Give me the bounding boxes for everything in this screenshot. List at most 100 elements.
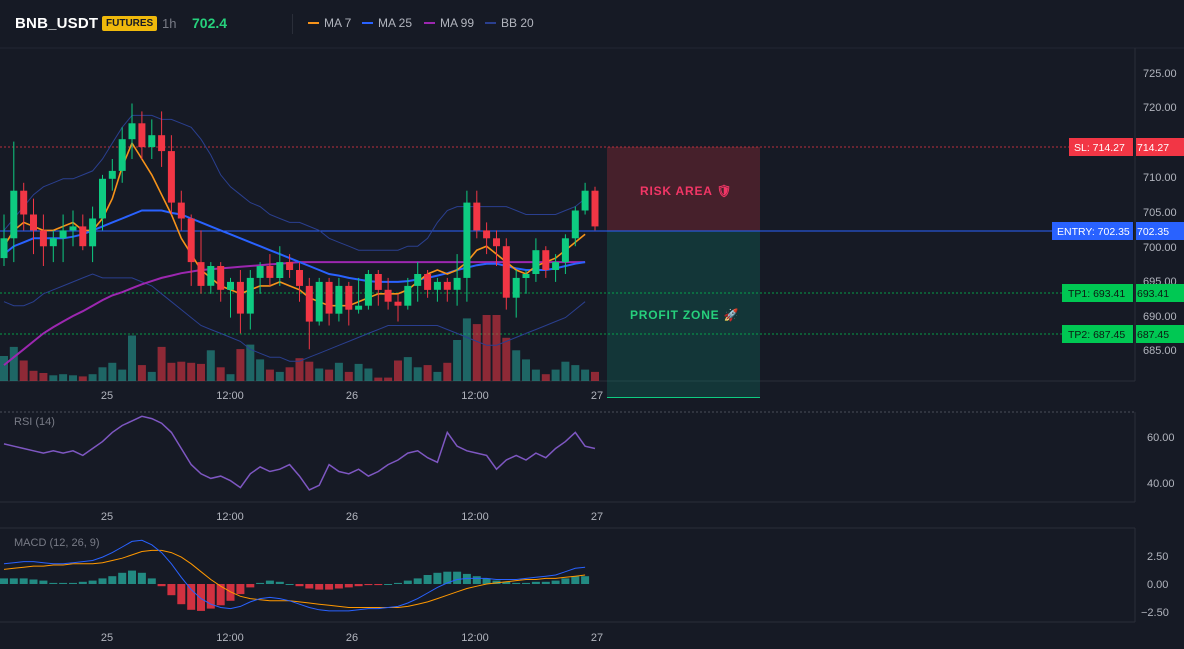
time-tick: 27 — [591, 390, 603, 402]
symbol-title[interactable]: BNB_USDT — [15, 15, 99, 32]
macd-histogram-bar — [9, 578, 18, 584]
macd-histogram-bar — [128, 570, 136, 584]
macd-histogram-bar — [374, 584, 383, 586]
macd-title[interactable]: MACD (12, 26, 9) — [14, 537, 100, 549]
legend-ma7-label: MA 7 — [324, 16, 352, 30]
volume-bar — [315, 368, 324, 381]
rsi-path — [3, 415, 596, 491]
volume-bar — [571, 365, 580, 381]
macd-tick: 2.50 — [1147, 551, 1168, 563]
candle-body — [463, 202, 471, 278]
volume-bar — [187, 362, 196, 381]
candle-body — [414, 274, 422, 286]
volume-bar — [472, 324, 481, 381]
macd-histogram-bar — [285, 584, 294, 585]
legend-ma25[interactable]: MA 25 — [362, 16, 412, 30]
sl-badge[interactable] — [1069, 138, 1133, 156]
volume-bar — [423, 365, 432, 381]
legend-bb20-swatch — [485, 22, 496, 24]
volume-bar — [462, 318, 471, 381]
time-tick: 12:00 — [461, 511, 489, 523]
macd-histogram-bar — [364, 584, 373, 586]
candle-body — [512, 277, 520, 298]
candle-body — [443, 281, 451, 290]
time-tick: 12:00 — [461, 390, 489, 402]
sl-price-badge — [1136, 138, 1184, 156]
volume-bar — [364, 368, 373, 381]
volume-bar — [98, 367, 107, 381]
time-tick: 25 — [101, 632, 113, 644]
volume-bar — [492, 315, 501, 381]
macd-histogram-bar — [236, 584, 245, 595]
legend-bb20[interactable]: BB 20 — [485, 16, 534, 30]
macd-histogram-bar — [265, 580, 274, 584]
bb-upper-line — [3, 114, 586, 251]
candle-body — [187, 218, 195, 263]
candle-body — [89, 218, 97, 247]
volume-bar — [344, 371, 353, 381]
volume-bar — [69, 375, 77, 381]
macd-histogram-bar — [502, 581, 511, 584]
macd-tick: 0.00 — [1147, 579, 1168, 591]
legend-ma99-label: MA 99 — [440, 16, 475, 30]
candle-body — [404, 285, 412, 306]
macd-histogram-bar — [78, 581, 87, 584]
candle-body — [384, 289, 392, 302]
macd-histogram-bar — [581, 576, 590, 584]
legend-ma99[interactable]: MA 99 — [424, 16, 474, 30]
risk-area-zone[interactable] — [607, 147, 760, 231]
entry-badge[interactable] — [1052, 222, 1133, 240]
volume-bar — [384, 377, 393, 381]
macd-histogram-bar — [462, 573, 471, 584]
volume-bar — [49, 375, 58, 381]
candle-body — [493, 238, 500, 247]
volume-bar — [541, 374, 550, 381]
candle-body — [236, 281, 244, 314]
candle-body — [108, 170, 116, 179]
macd-histogram-bar — [561, 578, 570, 584]
legend-bb20-label: BB 20 — [501, 16, 534, 30]
candle-body — [20, 190, 28, 215]
macd-histogram-bar — [403, 580, 412, 584]
candle-body — [591, 190, 599, 227]
macd-histogram-bar — [246, 584, 255, 588]
price-tick: 705.00 — [1143, 207, 1177, 219]
candlesticks[interactable] — [0, 103, 599, 350]
candle-body — [296, 270, 303, 286]
tp2-badge-label: TP2: 687.45 — [1068, 329, 1125, 341]
candle-body — [217, 266, 225, 290]
macd-histogram-bar — [69, 582, 77, 584]
volume-bar — [226, 374, 235, 381]
price-tick: 725.00 — [1143, 68, 1177, 80]
profit-zone[interactable] — [607, 231, 760, 398]
candle-body — [345, 285, 353, 310]
time-tick: 12:00 — [216, 390, 244, 402]
time-tick: 12:00 — [461, 632, 489, 644]
ma25-line — [3, 209, 586, 283]
macd-histogram-bar — [226, 584, 235, 601]
macd-histogram-bar — [137, 572, 146, 584]
tp2-badge[interactable] — [1062, 325, 1133, 343]
candle-body — [335, 285, 343, 314]
macd-histogram-bar — [315, 584, 324, 590]
time-tick: 26 — [346, 390, 358, 402]
chart-header: BNB_USDT FUTURES 1h 702.4 MA 7 MA 25 MA … — [0, 0, 1184, 48]
macd-histogram-bar — [29, 579, 38, 584]
candle-body — [10, 190, 18, 239]
volume-bar — [443, 362, 452, 381]
legend-ma99-swatch — [424, 22, 435, 24]
candle-body — [502, 246, 510, 298]
candle-body — [177, 202, 185, 219]
volume-bar — [108, 362, 117, 381]
macd-histogram-bar — [39, 580, 48, 584]
legend-ma25-label: MA 25 — [378, 16, 413, 30]
legend-ma7[interactable]: MA 7 — [308, 16, 351, 30]
volume-bar — [354, 363, 363, 381]
timeframe-label[interactable]: 1h — [162, 16, 177, 31]
tp1-badge[interactable] — [1062, 284, 1133, 302]
macd-signal-line — [3, 549, 586, 608]
rsi-title[interactable]: RSI (14) — [14, 416, 55, 428]
macd-histogram-bar — [512, 582, 521, 584]
price-tick: 685.00 — [1143, 345, 1177, 357]
